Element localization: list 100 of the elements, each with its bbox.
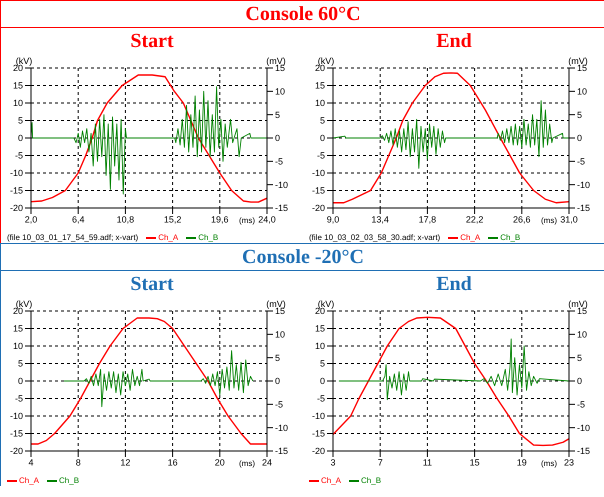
y2-tick-label: 10	[577, 86, 588, 97]
y-tick-label: 5	[18, 358, 23, 369]
y-tick-label: -10	[10, 168, 23, 178]
y2-axis-title: (mV)	[568, 299, 588, 309]
x-tick-label: 9,0	[326, 214, 340, 224]
x-tick-label: 2,0	[24, 214, 38, 224]
x-tick-label: 19,6	[211, 214, 229, 224]
y2-tick-label: 5	[275, 110, 280, 120]
y-tick-label: 15	[314, 324, 325, 334]
line-series	[338, 338, 569, 400]
y2-tick-label: -5	[577, 156, 586, 167]
x-tick-label: 15,2	[164, 214, 182, 224]
y-tick-label: 0	[18, 133, 23, 144]
x-tick-label: 24,0	[258, 214, 276, 224]
y2-tick-label: 0	[577, 133, 582, 144]
y-tick-label: -10	[10, 411, 23, 422]
text: (file 10_03_02_03_58_30.adf; x-vart)	[309, 233, 440, 242]
y2-tick-label: -10	[577, 422, 590, 433]
y2-tick-label: -15	[275, 446, 288, 456]
x-tick-label: 23	[564, 457, 574, 468]
line-series	[31, 86, 267, 194]
line-series	[31, 74, 267, 203]
x-tick-label: 26,6	[513, 214, 531, 224]
x-tick-label: 3	[330, 457, 336, 468]
y-tick-label: 10	[12, 98, 23, 108]
x-axis-title: (ms)	[239, 459, 256, 468]
line-series	[333, 72, 569, 204]
legend-label: Ch_A	[460, 233, 480, 242]
line-series	[31, 317, 267, 445]
y-tick-label: -15	[10, 428, 23, 439]
y-tick-label: -5	[14, 394, 23, 404]
legend-label: Ch_A	[321, 476, 342, 485]
y-tick-label: -20	[312, 203, 325, 214]
text: (file 10_03_01_17_54_59.adf; x-vart)	[7, 233, 138, 242]
y-tick-label: 10	[12, 341, 23, 352]
line-series	[64, 350, 254, 408]
y2-tick-label: -15	[577, 446, 590, 456]
y2-tick-label: 5	[577, 110, 582, 120]
y2-tick-label: 10	[577, 330, 588, 340]
y-tick-label: -5	[316, 150, 325, 161]
y2-tick-label: 0	[275, 133, 280, 144]
y2-tick-label: 0	[275, 376, 280, 386]
y-tick-label: -20	[312, 446, 325, 456]
x-axis-title: (ms)	[541, 459, 558, 468]
y2-tick-label: 5	[577, 352, 582, 363]
legend-label: Ch_B	[361, 476, 382, 485]
y2-tick-label: -5	[275, 156, 284, 167]
y-tick-label: -5	[14, 150, 23, 161]
y2-tick-label: -5	[577, 400, 586, 410]
y-tick-label: 5	[320, 358, 325, 369]
y-tick-label: 10	[314, 341, 325, 352]
y-tick-label: -15	[312, 428, 325, 439]
y-tick-label: 15	[12, 324, 23, 334]
y2-tick-label: 15	[275, 63, 286, 74]
y-tick-label: 0	[18, 376, 23, 386]
y2-tick-label: 5	[275, 352, 280, 363]
legend-label: Ch_B	[198, 233, 218, 242]
y-tick-label: 20	[12, 306, 23, 316]
x-tick-label: 19	[516, 457, 527, 468]
x-axis-title: (ms)	[541, 216, 558, 225]
y2-tick-label: 15	[577, 306, 588, 316]
y2-tick-label: -5	[275, 400, 284, 410]
x-tick-label: 31,0	[560, 214, 578, 224]
y-tick-label: 15	[314, 80, 325, 91]
y-tick-label: -20	[10, 203, 23, 214]
chart-subtitle: End	[435, 29, 473, 54]
y-tick-label: -5	[316, 394, 325, 404]
chart-subtitle: End	[435, 272, 473, 297]
y2-tick-label: 10	[275, 86, 286, 97]
line-series	[333, 316, 569, 446]
y2-tick-label: -15	[275, 203, 288, 214]
y-tick-label: 0	[320, 376, 325, 386]
x-tick-label: 24	[262, 457, 272, 468]
x-tick-label: 16	[168, 457, 178, 468]
y-tick-label: 20	[314, 63, 325, 74]
x-tick-label: 11	[422, 457, 432, 468]
legend-label: Ch_A	[158, 233, 178, 242]
y2-axis-title: (mV)	[266, 299, 286, 309]
y2-axis-title: (mV)	[266, 56, 286, 66]
y-axis-title: (kV)	[16, 299, 32, 309]
x-tick-label: 7	[378, 457, 383, 468]
y-tick-label: -20	[10, 446, 23, 456]
y2-tick-label: 15	[577, 63, 588, 74]
x-tick-label: 12	[120, 457, 130, 468]
x-tick-label: 22,2	[466, 214, 484, 224]
x-tick-label: 15	[470, 457, 480, 468]
y-tick-label: -15	[312, 186, 325, 196]
legend-label: Ch_A	[19, 476, 40, 485]
y-tick-label: -15	[10, 186, 23, 196]
y2-tick-label: -10	[275, 180, 288, 190]
y-tick-label: 0	[320, 133, 325, 144]
y-tick-label: 20	[12, 63, 23, 74]
x-tick-label: 8	[76, 457, 81, 468]
y2-tick-label: -15	[577, 203, 590, 214]
y-tick-label: 5	[18, 116, 23, 126]
x-tick-label: 10,8	[116, 214, 134, 224]
x-tick-label: 13,4	[371, 214, 389, 224]
y2-tick-label: 0	[577, 376, 582, 386]
y-axis-title: (kV)	[318, 56, 334, 66]
chart-title: Console -20°C	[1, 244, 604, 271]
